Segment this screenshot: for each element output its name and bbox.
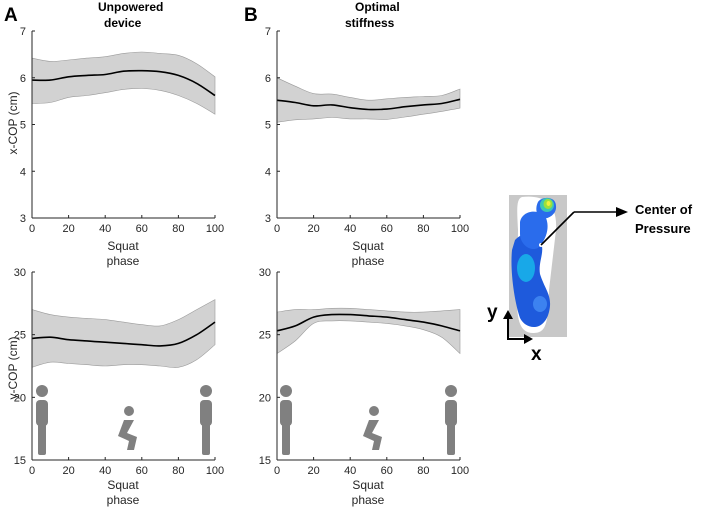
posture-figures-b	[280, 385, 457, 455]
x-axis-label-line2: phase	[107, 493, 140, 507]
x-axis-label-line2: phase	[107, 254, 140, 268]
chart-a-bottom: 0 20 40 60 80 100 15 20 25 30 Squat phase	[14, 267, 224, 507]
y-tick-label: 25	[14, 330, 26, 342]
y-tick-label: 3	[20, 213, 26, 225]
standing-figure-start-icon	[280, 385, 292, 455]
y-axis-label-xcop: x-COP (cm)	[6, 91, 20, 154]
x-tick-label: 20	[62, 465, 74, 477]
sd-band	[276, 307, 461, 355]
squat-figure-icon	[118, 406, 137, 450]
x-tick-label: 0	[274, 465, 280, 477]
heading-b-line2: stiffness	[345, 16, 395, 30]
chart-a-top-body: 0 20 40 60 80 100 3 4 5 6 7	[20, 26, 224, 235]
x-axis-label-line1: Squat	[352, 478, 384, 492]
chart-b-bottom: 0 20 40 60 80 100 15 20 25 30 Squat phase	[259, 267, 469, 507]
chart-a-top: 0 20 40 60 80 100 3 4 5 6 7 Squat phase	[20, 26, 224, 268]
x-tick-label: 20	[307, 223, 319, 235]
x-tick-label: 40	[99, 465, 111, 477]
x-axis-label-line2: phase	[352, 493, 385, 507]
x-tick-label: 100	[451, 465, 469, 477]
sd-band	[31, 51, 216, 115]
heatmap-blob-heel-inner	[533, 296, 547, 312]
y-tick-label: 4	[265, 166, 271, 178]
y-tick-label: 25	[259, 330, 271, 342]
heading-a-line1: Unpowered	[98, 0, 163, 14]
arrow-head-icon	[616, 207, 628, 217]
standing-figure-start-icon	[36, 385, 48, 455]
y-tick-label: 20	[259, 392, 271, 404]
y-tick-label: 7	[20, 26, 26, 38]
chart-b-top: 0 20 40 60 80 100 3 4 5 6 7 Squat phase	[265, 26, 469, 268]
x-tick-label: 60	[136, 465, 148, 477]
heatmap-blob-toe-peak	[546, 201, 551, 206]
x-tick-label: 60	[381, 223, 393, 235]
y-tick-label: 4	[20, 166, 26, 178]
chart-a-bottom-body: 0 20 40 60 80 100 15 20 25 30	[14, 267, 224, 477]
x-axis-label-line2: phase	[352, 254, 385, 268]
y-tick-label: 6	[265, 73, 271, 85]
x-tick-label: 100	[206, 465, 224, 477]
x-tick-label: 0	[274, 223, 280, 235]
heading-a-line2: device	[104, 16, 142, 30]
y-tick-label: 30	[259, 267, 271, 279]
y-tick-label: 15	[14, 455, 26, 467]
y-tick-label: 5	[20, 120, 26, 132]
y-tick-label: 15	[259, 455, 271, 467]
arrow-right-icon	[524, 334, 533, 344]
pressure-heatmap	[511, 197, 557, 328]
x-tick-label: 80	[172, 223, 184, 235]
x-tick-label: 60	[381, 465, 393, 477]
squat-figure-icon	[363, 406, 382, 450]
x-tick-label: 80	[417, 465, 429, 477]
standing-figure-end-icon	[200, 385, 212, 455]
y-tick-label: 5	[265, 120, 271, 132]
sd-band	[276, 77, 461, 123]
axis-x-label: x	[531, 344, 542, 365]
arrow-up-icon	[503, 310, 513, 319]
x-tick-label: 40	[99, 223, 111, 235]
x-tick-label: 80	[172, 465, 184, 477]
heading-b-line1: Optimal	[355, 0, 400, 14]
standing-figure-end-icon	[445, 385, 457, 455]
mean-line	[31, 321, 216, 347]
x-tick-label: 60	[136, 223, 148, 235]
mean-line	[276, 98, 461, 111]
sd-band	[31, 299, 216, 368]
x-tick-label: 20	[307, 465, 319, 477]
x-tick-label: 40	[344, 465, 356, 477]
x-axis-label-line1: Squat	[107, 478, 139, 492]
x-tick-label: 100	[206, 223, 224, 235]
chart-b-bottom-body: 0 20 40 60 80 100 15 20 25 30	[259, 267, 469, 477]
x-tick-label: 100	[451, 223, 469, 235]
chart-b-top-body: 0 20 40 60 80 100 3 4 5 6 7	[265, 26, 469, 235]
x-axis-label-line1: Squat	[107, 239, 139, 253]
cop-leader-line	[540, 211, 575, 246]
y-tick-label: 6	[20, 73, 26, 85]
pressure-map-inset: Center of Pressure y x	[487, 195, 693, 365]
heatmap-blob-cyan	[517, 254, 535, 282]
x-tick-label: 40	[344, 223, 356, 235]
x-axis-label-line1: Squat	[352, 239, 384, 253]
cop-annotation-line2: Pressure	[635, 221, 691, 236]
y-axis-label-ycop: y-COP (cm)	[6, 336, 20, 399]
x-tick-label: 0	[29, 465, 35, 477]
mean-line	[276, 313, 461, 332]
panel-label-a: A	[4, 5, 18, 26]
x-tick-label: 0	[29, 223, 35, 235]
posture-figures-a	[36, 385, 212, 455]
y-tick-label: 20	[14, 392, 26, 404]
y-tick-label: 30	[14, 267, 26, 279]
x-tick-label: 80	[417, 223, 429, 235]
y-tick-label: 3	[265, 213, 271, 225]
panel-label-b: B	[244, 5, 258, 26]
y-tick-label: 7	[265, 26, 271, 38]
axis-y-label: y	[487, 302, 498, 323]
cop-annotation-line1: Center of	[635, 202, 693, 217]
x-tick-label: 20	[62, 223, 74, 235]
heatmap-blob-midfoot	[520, 211, 548, 250]
mean-line	[31, 69, 216, 97]
